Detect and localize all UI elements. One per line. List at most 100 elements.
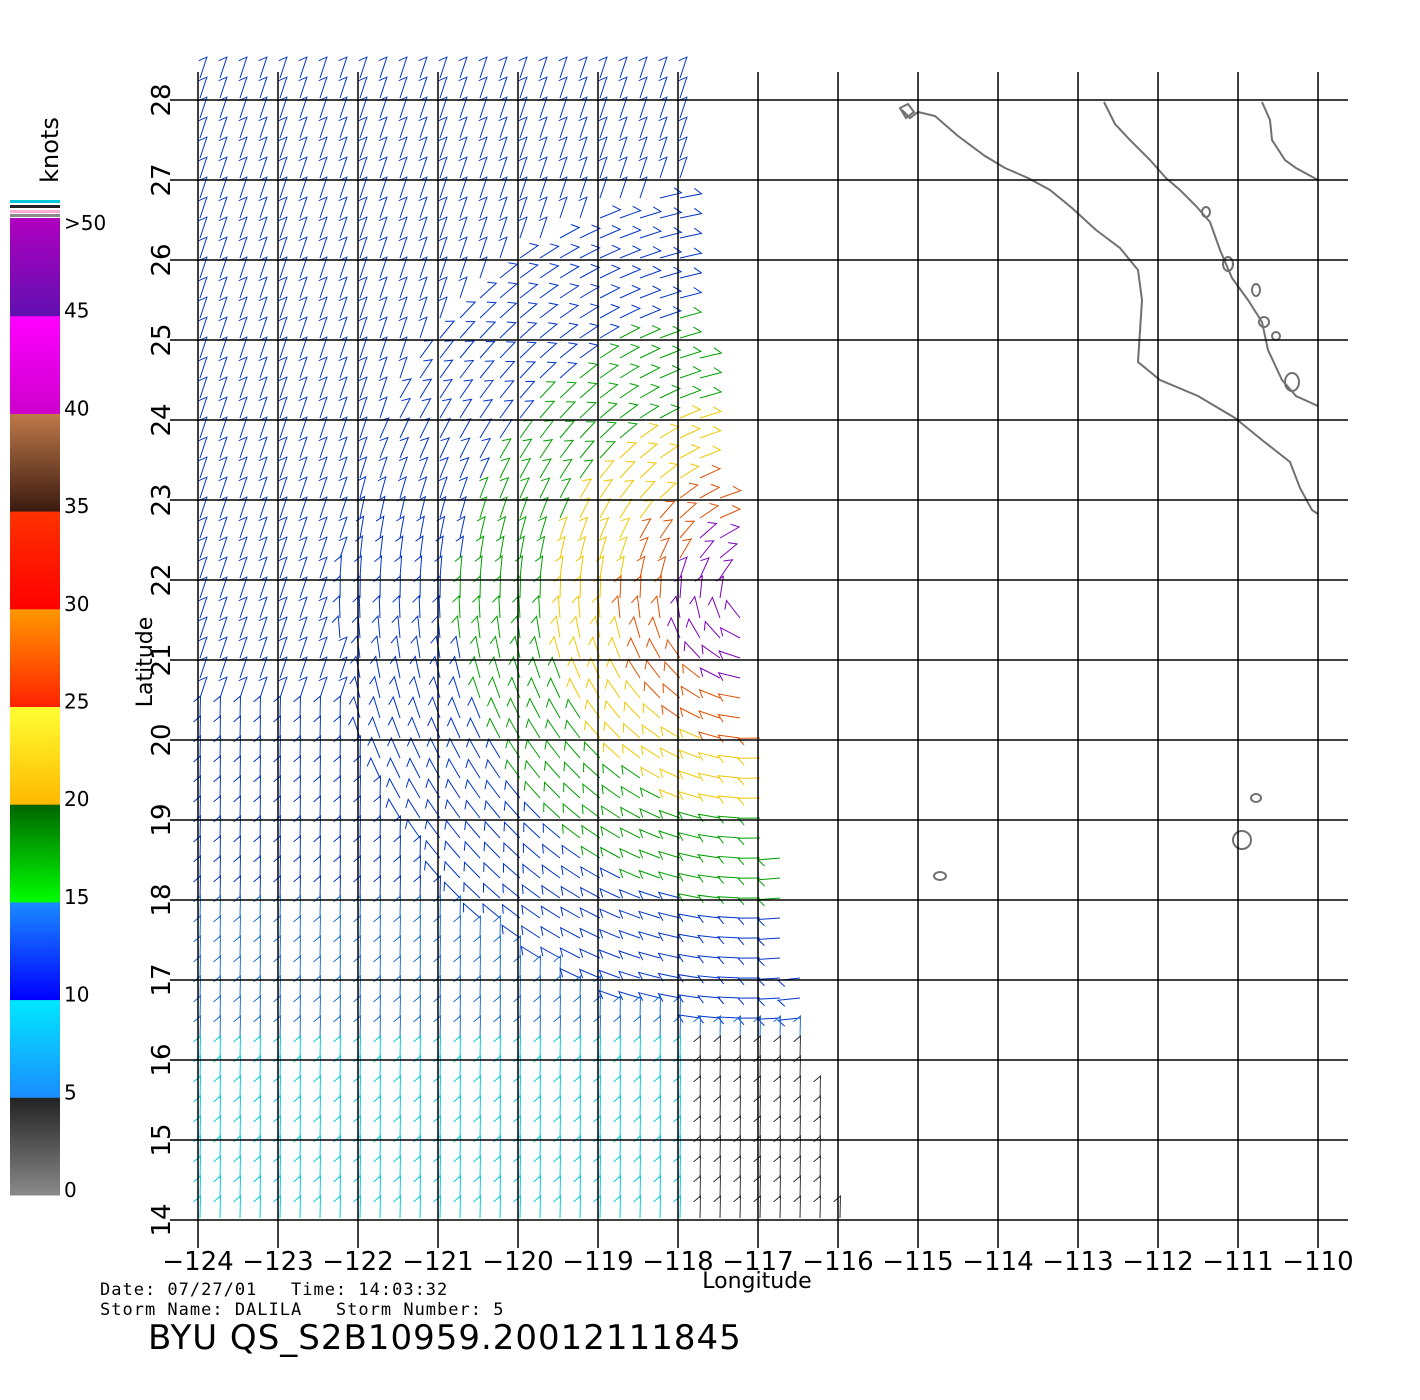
wind-barb — [716, 1016, 741, 1025]
wind-barb — [637, 991, 661, 1001]
wind-barb — [378, 236, 388, 259]
wind-barb — [575, 555, 584, 579]
wind-barb — [293, 794, 302, 819]
wind-barb — [736, 977, 761, 986]
wind-barb — [478, 196, 488, 219]
wind-barb — [198, 616, 208, 639]
wind-barb — [358, 56, 368, 79]
wind-barb — [389, 655, 401, 679]
wind-barb — [664, 638, 681, 659]
wind-barb — [293, 1174, 302, 1199]
wind-barb — [439, 437, 451, 459]
wind-barb — [358, 216, 368, 239]
wind-barb — [598, 76, 608, 99]
wind-barb — [398, 236, 408, 259]
wind-barb — [198, 456, 208, 479]
wind-barb — [218, 316, 228, 339]
wind-barb — [298, 516, 308, 539]
wind-barb — [599, 887, 621, 899]
wind-barb — [358, 456, 368, 479]
wind-barb — [639, 364, 661, 379]
wind-barb — [213, 1034, 222, 1059]
wind-barb — [459, 456, 470, 479]
wind-barb — [660, 725, 681, 739]
wind-barb — [540, 905, 561, 919]
wind-barb — [405, 777, 421, 799]
wind-barb — [453, 1074, 462, 1099]
wind-barb — [793, 1194, 802, 1219]
wind-barb — [597, 535, 607, 559]
wind-barb — [278, 556, 288, 579]
wind-barb — [697, 914, 721, 923]
legend-band — [10, 901, 60, 1001]
wind-barb — [398, 76, 408, 99]
wind-barb — [333, 794, 342, 819]
wind-barb — [318, 676, 328, 699]
wind-barb — [618, 909, 641, 919]
wind-barb — [579, 421, 597, 439]
wind-barb — [413, 994, 422, 1019]
wind-barb — [518, 136, 528, 159]
wind-barb — [659, 768, 681, 779]
wind-barb — [273, 914, 282, 939]
storm-info-line: Storm Name: DALILA Storm Number: 5 — [100, 1300, 505, 1320]
wind-barb — [378, 376, 388, 399]
wind-barb — [502, 883, 521, 899]
wind-barb — [413, 1194, 422, 1219]
wind-barb — [445, 778, 461, 799]
wind-barb — [565, 698, 581, 719]
wind-barb — [378, 216, 388, 239]
wind-barb — [439, 417, 452, 439]
wind-barb — [561, 844, 581, 859]
wind-barb — [659, 286, 683, 299]
wind-barb — [458, 236, 468, 259]
wind-barb — [560, 885, 581, 899]
wind-barb — [613, 1014, 622, 1039]
wind-barb — [653, 1114, 662, 1139]
wind-barb — [573, 1034, 582, 1059]
wind-barb — [543, 760, 561, 779]
wind-barb — [639, 518, 652, 539]
wind-barb — [679, 520, 696, 539]
wind-barb — [218, 636, 228, 659]
wind-barb — [513, 1074, 522, 1099]
wind-barb — [499, 262, 519, 279]
wind-barb — [499, 399, 514, 419]
wind-barb — [413, 1074, 422, 1099]
wind-barb — [278, 196, 288, 219]
wind-barb — [543, 801, 561, 819]
wind-barb — [699, 521, 718, 539]
wind-barb — [398, 356, 408, 379]
wind-barb — [253, 1014, 262, 1039]
wind-barb — [418, 56, 428, 79]
wind-barb — [542, 843, 561, 859]
wind-barb — [644, 659, 661, 679]
wind-barb — [539, 381, 557, 399]
wind-barb — [398, 56, 408, 79]
wind-barb — [465, 737, 481, 759]
wind-barb — [358, 156, 368, 179]
wind-barb — [373, 1074, 382, 1099]
wind-barb — [719, 504, 742, 519]
wind-barb — [333, 1154, 342, 1179]
wind-barb — [313, 934, 322, 959]
wind-barb — [378, 456, 388, 479]
wind-barb — [677, 872, 701, 882]
wind-barb — [716, 976, 741, 985]
wind-barb — [318, 216, 328, 239]
wind-barb — [573, 1014, 582, 1039]
wind-barb — [530, 615, 541, 639]
wind-barb — [218, 376, 228, 399]
wind-barb — [593, 1114, 602, 1139]
wind-barb — [657, 932, 681, 942]
wind-barb — [653, 1174, 662, 1199]
wind-barb — [505, 717, 521, 739]
wind-barb — [571, 594, 581, 619]
wind-barb — [369, 675, 381, 699]
wind-barb — [253, 834, 262, 859]
wind-barb — [459, 379, 474, 399]
wind-barb — [253, 794, 262, 819]
wind-barb — [561, 823, 581, 839]
wind-barb — [258, 296, 268, 319]
wind-barb — [333, 914, 342, 939]
